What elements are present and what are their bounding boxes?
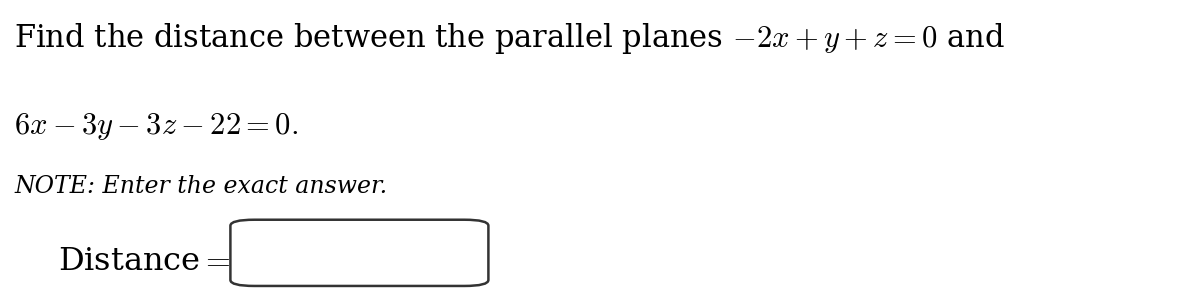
Text: NOTE: Enter the exact answer.: NOTE: Enter the exact answer. (14, 175, 388, 197)
Text: Distance$=$: Distance$=$ (58, 247, 230, 277)
FancyBboxPatch shape (230, 220, 488, 286)
Text: $6x - 3y - 3z - 22 = 0.$: $6x - 3y - 3z - 22 = 0.$ (14, 111, 299, 142)
Text: Find the distance between the parallel planes $-2x + y + z = 0$ and: Find the distance between the parallel p… (14, 21, 1006, 56)
